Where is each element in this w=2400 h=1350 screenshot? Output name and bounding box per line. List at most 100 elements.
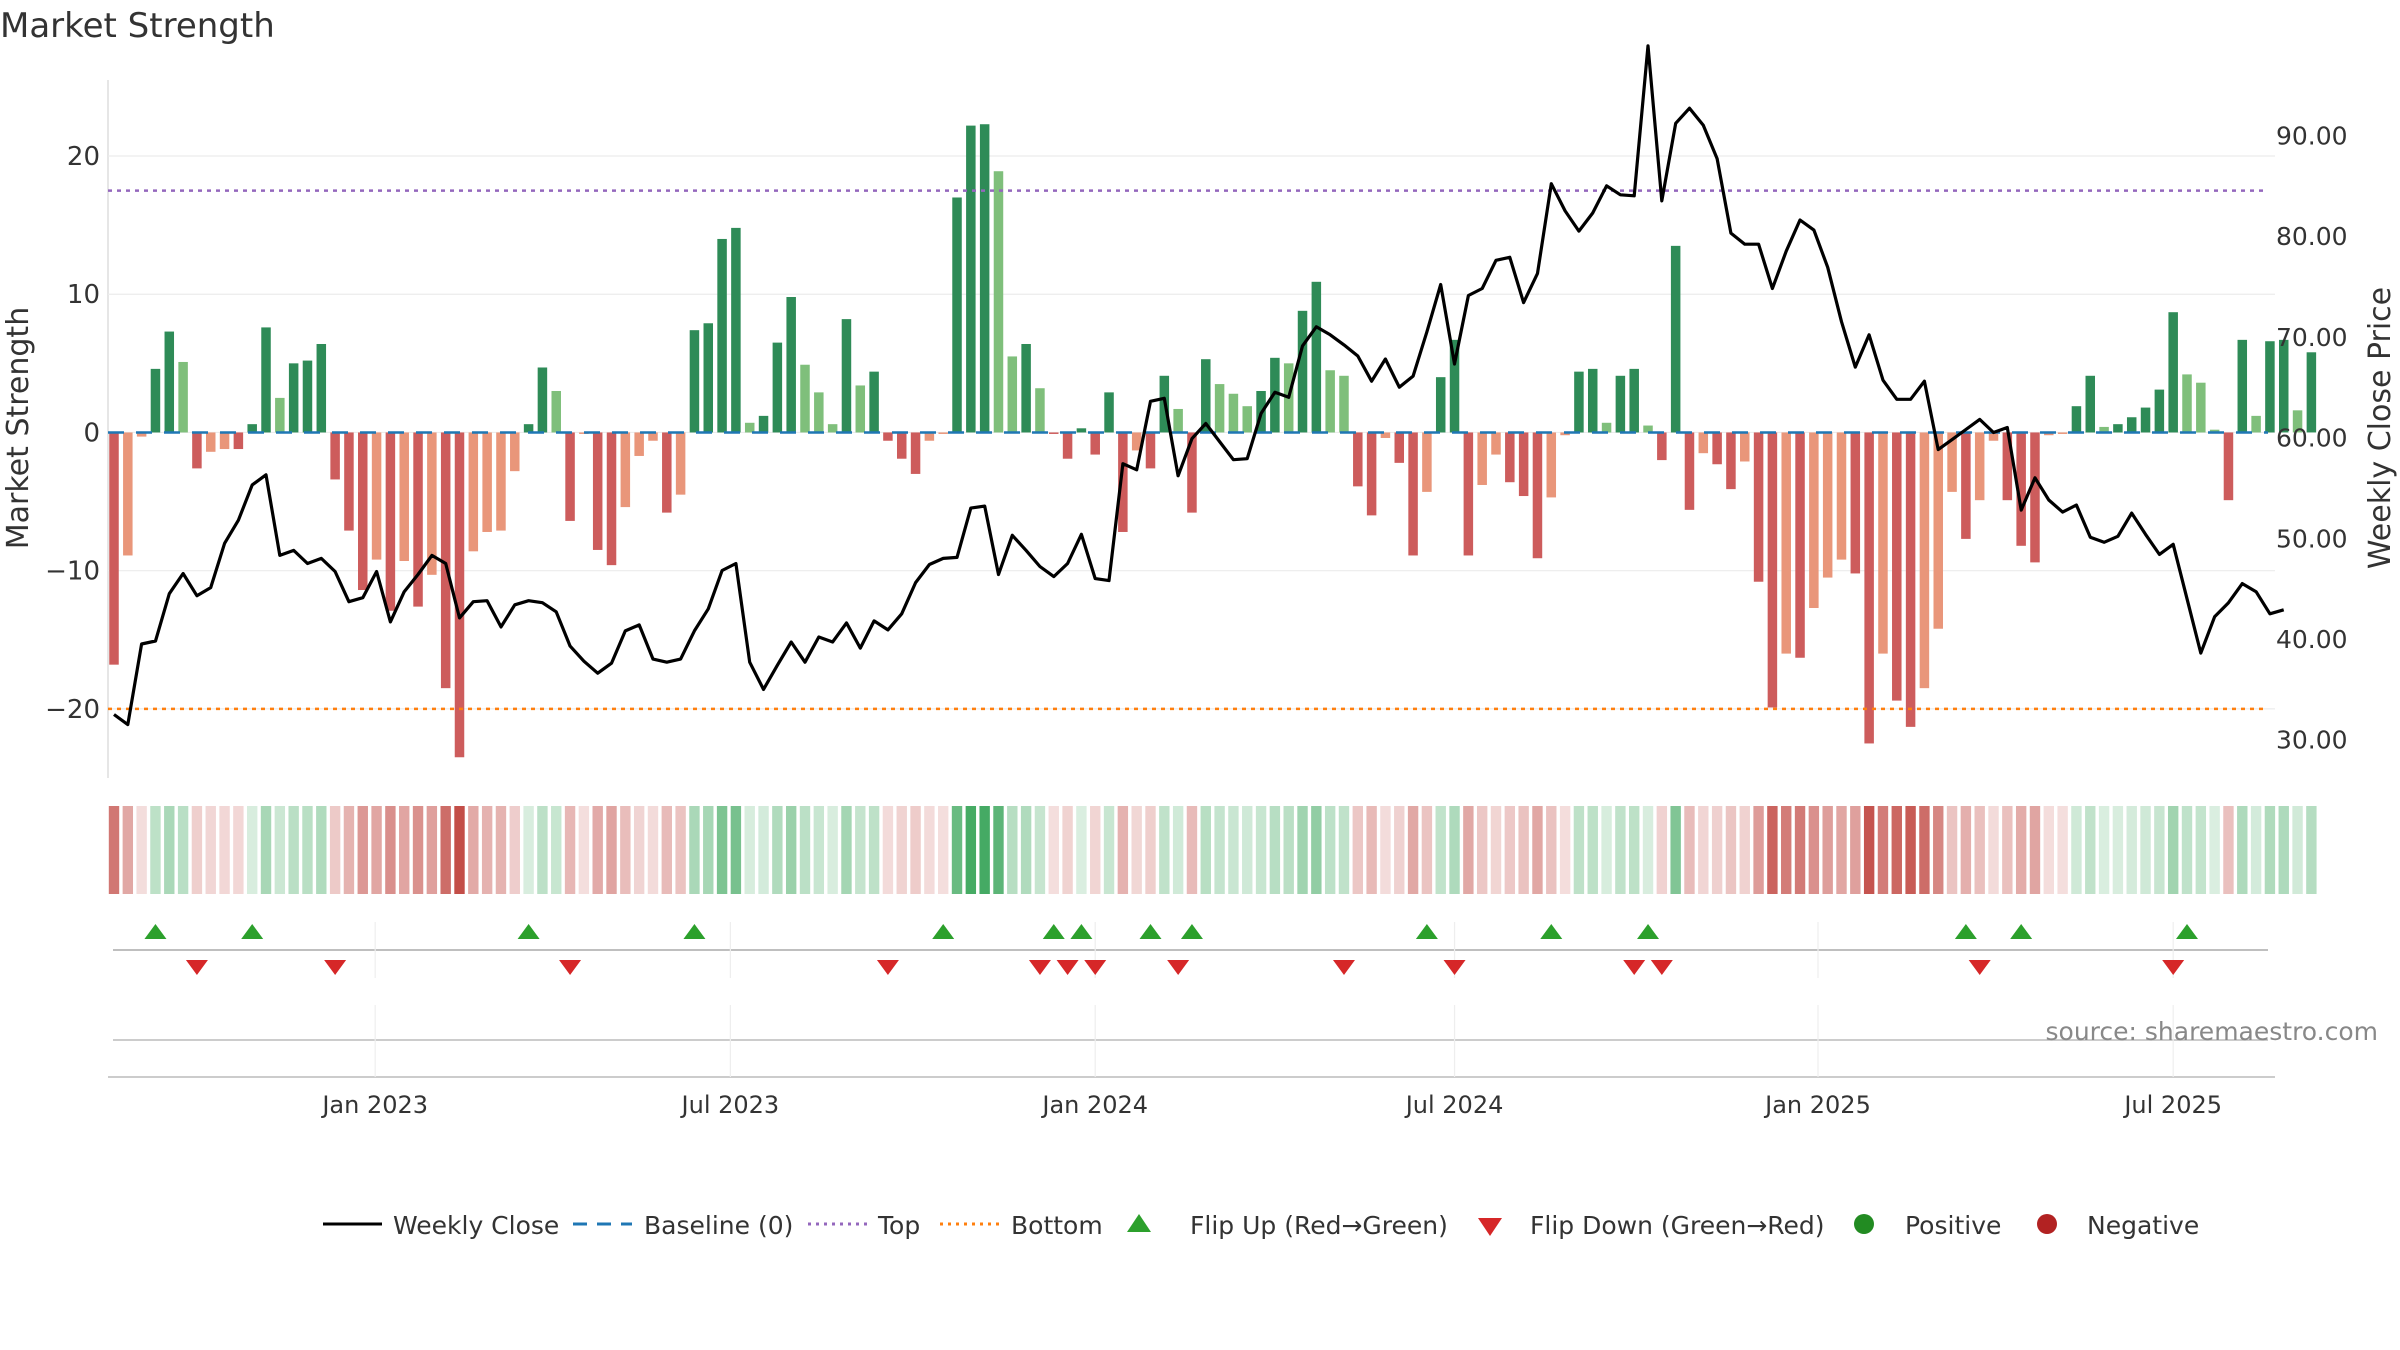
heat-cell xyxy=(1090,806,1101,894)
strength-bar xyxy=(675,432,686,495)
heat-cell xyxy=(440,806,451,894)
heat-cell xyxy=(1380,806,1391,894)
heat-cell xyxy=(2250,806,2262,894)
heat-cell xyxy=(385,806,396,894)
heat-cell xyxy=(205,806,216,894)
legend-swatch-negative xyxy=(2037,1214,2057,1234)
heat-cell xyxy=(1933,806,1944,894)
strength-bar xyxy=(1242,406,1252,433)
heat-cell xyxy=(233,806,244,894)
strength-bar xyxy=(869,371,879,433)
heat-cell xyxy=(219,806,230,894)
strength-bar xyxy=(786,297,796,433)
heat-cell xyxy=(730,806,742,894)
strength-bar xyxy=(1919,432,1930,689)
flip-down-marker xyxy=(1056,960,1079,975)
x-tick-label: Jan 2024 xyxy=(1040,1091,1148,1119)
strength-bar xyxy=(841,319,852,433)
strength-bar xyxy=(966,125,976,433)
y-axis-label: Market Strength xyxy=(1,307,36,549)
heat-cell xyxy=(1546,806,1557,894)
strength-bar xyxy=(1560,432,1570,436)
flip-up-marker xyxy=(683,924,706,939)
strength-bar xyxy=(1463,432,1474,556)
heat-cell xyxy=(979,806,990,894)
heat-cell xyxy=(426,806,438,894)
strength-bar xyxy=(827,424,838,433)
heat-cell xyxy=(1117,806,1129,894)
heat-cell xyxy=(2029,806,2041,894)
heat-cell xyxy=(1311,806,1322,894)
flip-down-marker xyxy=(1332,960,1355,975)
strength-bar xyxy=(440,432,451,689)
heat-cell xyxy=(1186,806,1198,894)
heat-cell xyxy=(1338,806,1350,894)
strength-bar xyxy=(2168,312,2178,433)
heat-cell xyxy=(2278,806,2289,894)
heat-cell xyxy=(108,806,120,894)
strength-bar xyxy=(371,432,382,560)
strength-bar xyxy=(1974,432,1985,501)
strength-bar xyxy=(178,361,188,433)
strength-bar xyxy=(2306,352,2317,433)
strength-bar xyxy=(2030,432,2040,563)
strength-bar xyxy=(1905,432,1916,727)
heat-cell xyxy=(1905,806,1916,894)
strength-bar xyxy=(592,432,603,550)
flip-up-marker xyxy=(2010,924,2033,939)
strength-bar xyxy=(413,432,423,607)
strength-bar xyxy=(468,432,479,552)
strength-bar xyxy=(385,432,396,611)
flip-up-marker xyxy=(1954,924,1977,939)
strength-bar xyxy=(1090,432,1100,455)
x-tick-label: Jul 2023 xyxy=(680,1091,780,1119)
heat-cell xyxy=(1324,806,1336,894)
strength-bar xyxy=(2016,432,2026,546)
heat-cell xyxy=(247,806,258,894)
strength-bar xyxy=(1062,432,1073,459)
strength-bar xyxy=(330,432,340,480)
strength-bar xyxy=(1518,432,1529,497)
strength-bar xyxy=(150,368,161,433)
strength-bar xyxy=(1933,432,1943,629)
strength-bar xyxy=(1173,408,1183,433)
strength-bar xyxy=(717,238,727,433)
y-tick-label: −20 xyxy=(45,695,100,725)
heat-cell xyxy=(1449,806,1460,894)
heat-cell xyxy=(371,806,382,894)
strength-bar xyxy=(302,360,313,433)
flip-down-marker xyxy=(185,960,208,975)
strength-bar xyxy=(219,432,230,450)
heat-cell xyxy=(813,806,825,894)
heat-cell xyxy=(1698,806,1709,894)
heat-cell xyxy=(1048,806,1059,894)
heat-cell xyxy=(744,806,755,894)
heat-cell xyxy=(993,806,1004,894)
heat-cell xyxy=(191,806,203,894)
strength-bar xyxy=(1049,432,1059,434)
heat-cell xyxy=(1463,806,1474,894)
heat-cell xyxy=(2085,806,2096,894)
strength-bar xyxy=(1795,432,1805,658)
flip-up-marker xyxy=(1540,924,1563,939)
strength-bar xyxy=(1339,375,1349,433)
strength-bar xyxy=(1878,432,1888,654)
strength-bar xyxy=(1587,368,1598,433)
strength-bar xyxy=(1007,356,1018,433)
heat-cell xyxy=(1711,806,1723,894)
flip-up-marker xyxy=(1415,924,1438,939)
strength-bar xyxy=(2099,426,2109,433)
heat-cell xyxy=(1214,806,1225,894)
strength-bar xyxy=(2071,406,2082,433)
y-tick-label: 0 xyxy=(83,418,100,448)
heat-cell xyxy=(924,806,935,894)
flip-up-marker xyxy=(517,924,540,939)
strength-bar xyxy=(1657,432,1667,461)
y-tick-label: 20 xyxy=(67,142,100,172)
flip-up-marker xyxy=(932,924,955,939)
strength-bar xyxy=(772,342,783,433)
strength-bar xyxy=(2002,432,2013,501)
heat-cell xyxy=(1242,806,1253,894)
strength-bar xyxy=(1394,432,1405,463)
strength-bar xyxy=(1615,375,1626,433)
